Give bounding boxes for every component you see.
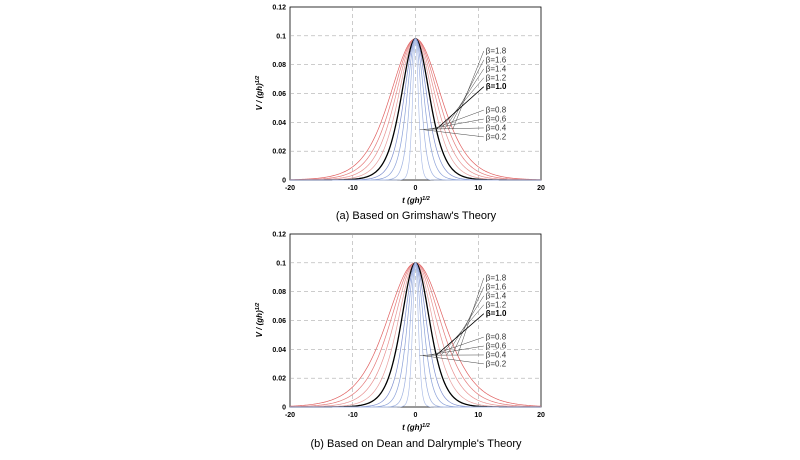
series-label: β=1.8: [486, 273, 507, 282]
y-tick-label: 0.1: [276, 260, 286, 267]
series-label: β=1.4: [486, 64, 507, 73]
y-tick-labels: 0 0.02 0.04 0.06 0.08 0.1 0.12: [272, 5, 286, 185]
series-label: β=0.2: [486, 359, 507, 368]
x-tick-label: 20: [537, 412, 545, 419]
chart-panel-grimshaw: β=1.8β=1.6β=1.4β=1.2β=1.0 β=0.8β=0.6β=0.4…: [255, 5, 545, 223]
series-label: β=0.4: [486, 350, 507, 359]
y-tick-label: 0: [282, 178, 286, 185]
series-label: β=1.4: [486, 291, 507, 300]
y-tick-label: 0.12: [272, 232, 286, 239]
x-tick-labels: -20 -10 0 10 20: [285, 185, 545, 192]
series-label: β=0.6: [486, 342, 507, 351]
series-label: β=1.8: [486, 46, 507, 55]
x-tick-label: 10: [474, 185, 482, 192]
x-tick-label: -10: [348, 412, 358, 419]
x-tick-labels: -20 -10 0 10 20: [285, 412, 545, 419]
x-tick-label: -20: [285, 185, 295, 192]
series-label: β=0.2: [486, 132, 507, 141]
series-label: β=0.8: [486, 333, 507, 342]
x-tick-label: -20: [285, 412, 295, 419]
y-tick-label: 0: [282, 405, 286, 412]
panel-caption: (b) Based on Dean and Dalrymple's Theory: [310, 438, 522, 450]
x-tick-label: 0: [414, 185, 418, 192]
y-tick-label: 0.04: [272, 120, 286, 127]
series-label: β=1.2: [486, 300, 507, 309]
panel-caption: (a) Based on Grimshaw's Theory: [336, 210, 497, 222]
y-tick-label: 0.12: [272, 5, 286, 12]
series-label: β=1.6: [486, 282, 507, 291]
series-label: β=0.8: [486, 106, 507, 115]
y-axis-label: V / (gh)1/2: [255, 76, 264, 111]
series-label: β=1.0: [486, 309, 507, 318]
y-tick-label: 0.04: [272, 347, 286, 354]
y-tick-label: 0.02: [272, 149, 286, 156]
series-label: β=0.4: [486, 123, 507, 132]
x-tick-label: -10: [348, 185, 358, 192]
y-tick-labels: 0 0.02 0.04 0.06 0.08 0.1 0.12: [272, 232, 286, 412]
series-label: β=1.2: [486, 73, 507, 82]
x-axis-label: t (gh)1/2: [402, 196, 430, 205]
y-tick-label: 0.06: [272, 91, 286, 98]
chart-panel-dean-dalrymple: β=1.8β=1.6β=1.4β=1.2β=1.0 β=0.8β=0.6β=0.4…: [255, 232, 545, 451]
y-tick-label: 0.08: [272, 289, 286, 296]
y-tick-label: 0.06: [272, 318, 286, 325]
series-label: β=1.0: [486, 82, 507, 91]
y-tick-label: 0.08: [272, 62, 286, 69]
y-tick-label: 0.02: [272, 376, 286, 383]
x-axis-label: t (gh)1/2: [402, 423, 430, 432]
y-axis-label: V / (gh)1/2: [255, 303, 264, 338]
x-tick-label: 20: [537, 185, 545, 192]
x-tick-label: 0: [414, 412, 418, 419]
series-label: β=0.6: [486, 115, 507, 124]
x-tick-label: 10: [474, 412, 482, 419]
series-label: β=1.6: [486, 55, 507, 64]
y-tick-label: 0.1: [276, 33, 286, 40]
